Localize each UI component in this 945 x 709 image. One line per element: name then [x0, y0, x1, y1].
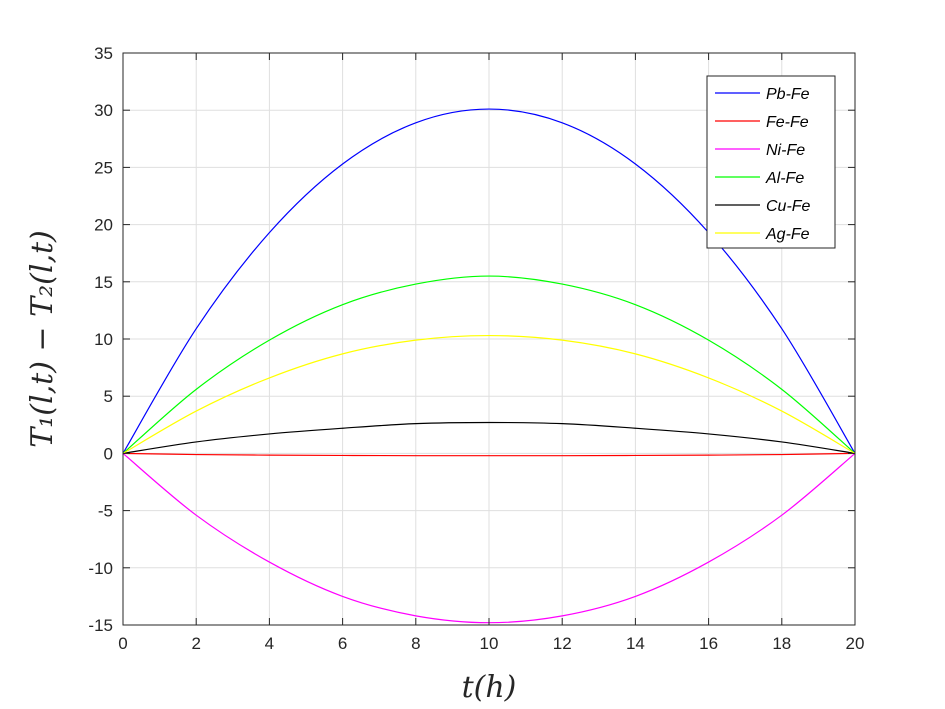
x-tick-label: 12 — [553, 634, 572, 653]
legend: Pb-Fe Fe-Fe Ni-Fe Al-Fe Cu-Fe Ag-Fe — [706, 75, 836, 249]
y-tick-label: 20 — [94, 216, 113, 235]
y-tick-label: 5 — [104, 387, 113, 406]
y-tick-label: 15 — [94, 273, 113, 292]
series-line-cu-fe — [122, 421, 856, 454]
x-tick-label: 18 — [772, 634, 791, 653]
y-tick-label: -15 — [88, 616, 113, 635]
x-tick-label: 16 — [699, 634, 718, 653]
x-tick-label: 4 — [265, 634, 274, 653]
series-line-ag-fe — [122, 334, 856, 454]
x-tick-label: 10 — [480, 634, 499, 653]
legend-label-cu-fe: Cu-Fe — [766, 198, 811, 215]
legend-box — [706, 75, 836, 249]
series-line-fe-fe — [122, 452, 856, 457]
y-tick-label: 0 — [104, 444, 113, 463]
x-tick-label: 8 — [411, 634, 420, 653]
x-tick-label: 0 — [118, 634, 127, 653]
x-tick-label: 14 — [626, 634, 645, 653]
tick-layer: 0 2 4 6 8 10 12 14 16 18 20 -15 -10 -5 0 5 10 15 20 25 30 35 — [88, 44, 864, 653]
y-tick-label: 35 — [94, 44, 113, 63]
legend-label-al-fe: Al-Fe — [765, 170, 804, 187]
x-tick-label: 6 — [338, 634, 347, 653]
legend-label-fe-fe: Fe-Fe — [766, 114, 809, 131]
y-tick-label: -5 — [98, 502, 113, 521]
series-line-al-fe — [122, 275, 856, 454]
series-line-pb-fe — [122, 108, 856, 454]
x-axis-label: t(h) — [462, 670, 517, 705]
y-axis-label: T₁(l,t) − T₂(l,t) — [25, 230, 60, 447]
y-tick-label: 30 — [94, 101, 113, 120]
y-tick-label: -10 — [88, 559, 113, 578]
x-tick-label: 20 — [846, 634, 865, 653]
legend-label-pb-fe: Pb-Fe — [766, 86, 810, 103]
y-tick-label: 10 — [94, 330, 113, 349]
y-tick-label: 25 — [94, 158, 113, 177]
legend-label-ag-fe: Ag-Fe — [765, 226, 810, 243]
x-tick-label: 2 — [191, 634, 200, 653]
legend-label-ni-fe: Ni-Fe — [766, 142, 805, 159]
legend-items: Pb-Fe Fe-Fe Ni-Fe Al-Fe Cu-Fe Ag-Fe — [715, 86, 811, 243]
series-layer — [122, 108, 856, 624]
